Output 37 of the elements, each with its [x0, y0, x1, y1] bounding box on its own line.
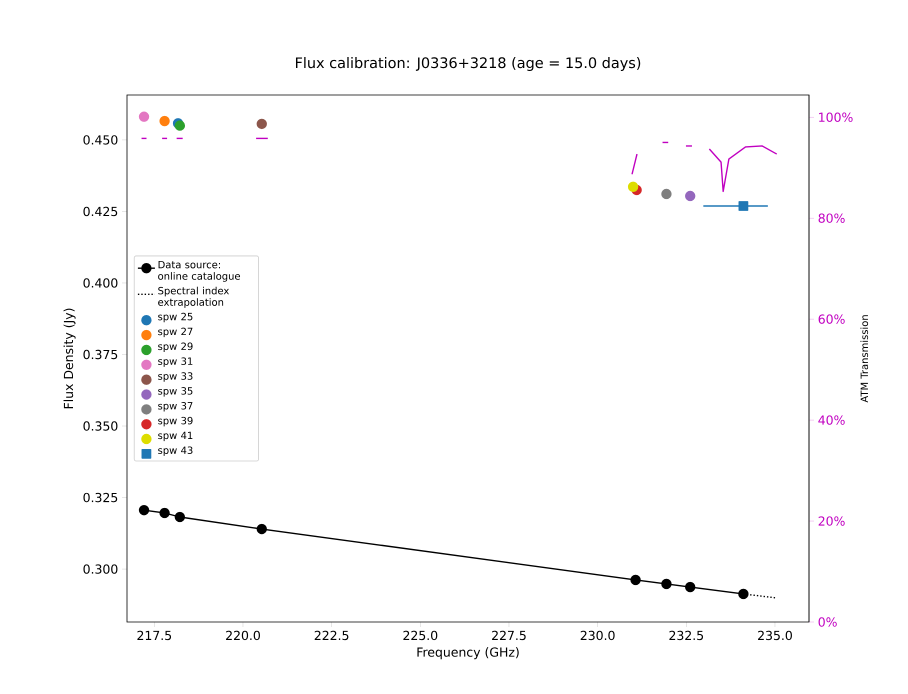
y2-tick-label: 0%	[818, 617, 837, 627]
y2-tick-label: 80%	[818, 213, 845, 223]
y2-tick-label: 60%	[818, 314, 845, 324]
x-tick-label: 225.0	[403, 630, 438, 640]
y-tick-label: 0.300	[83, 564, 118, 574]
legend-label: spw 35	[158, 387, 192, 397]
y-tick-label: 0.350	[83, 421, 118, 431]
x-tick-label: 222.5	[314, 630, 348, 640]
y-tick-label: 0.425	[83, 206, 118, 216]
legend-label: spw 25	[158, 312, 192, 322]
x-tick-label: 232.5	[669, 630, 704, 640]
legend-label: spw 43	[158, 446, 192, 456]
chart-title: Flux calibration: J0336+3218 (age = 15.0 days)	[296, 57, 640, 71]
x-axis-title: Frequency (GHz)	[417, 647, 519, 660]
legend-label: spw 33	[158, 372, 192, 382]
y-tick-label: 0.400	[83, 278, 118, 288]
legend-label: spw 41	[158, 432, 192, 442]
legend-label: Spectral index extrapolation	[158, 286, 229, 308]
x-tick-label: 230.0	[580, 630, 615, 640]
y-tick-label: 0.450	[83, 135, 118, 145]
y2-axis-title: ATM Transmission	[860, 315, 868, 403]
legend-label: Data source: online catalogue	[158, 260, 240, 282]
y-tick-label: 0.325	[83, 492, 118, 502]
x-tick-label: 227.5	[492, 630, 526, 640]
legend-label: spw 29	[158, 342, 193, 352]
y2-tick-label: 20%	[818, 516, 845, 526]
x-tick-label: 235.0	[758, 630, 792, 640]
y2-tick-label: 40%	[818, 415, 845, 425]
legend-label: spw 39	[158, 416, 193, 426]
y2-tick-label: 100%	[819, 112, 853, 122]
legend-label: spw 27	[158, 328, 192, 338]
x-tick-label: 220.0	[226, 630, 260, 640]
x-tick-label: 217.5	[137, 630, 172, 640]
y-axis-title: Flux Density (Jy)	[64, 308, 76, 408]
y-tick-label: 0.375	[83, 350, 118, 360]
legend-label: spw 37	[158, 402, 192, 412]
legend-label: spw 31	[158, 357, 192, 367]
